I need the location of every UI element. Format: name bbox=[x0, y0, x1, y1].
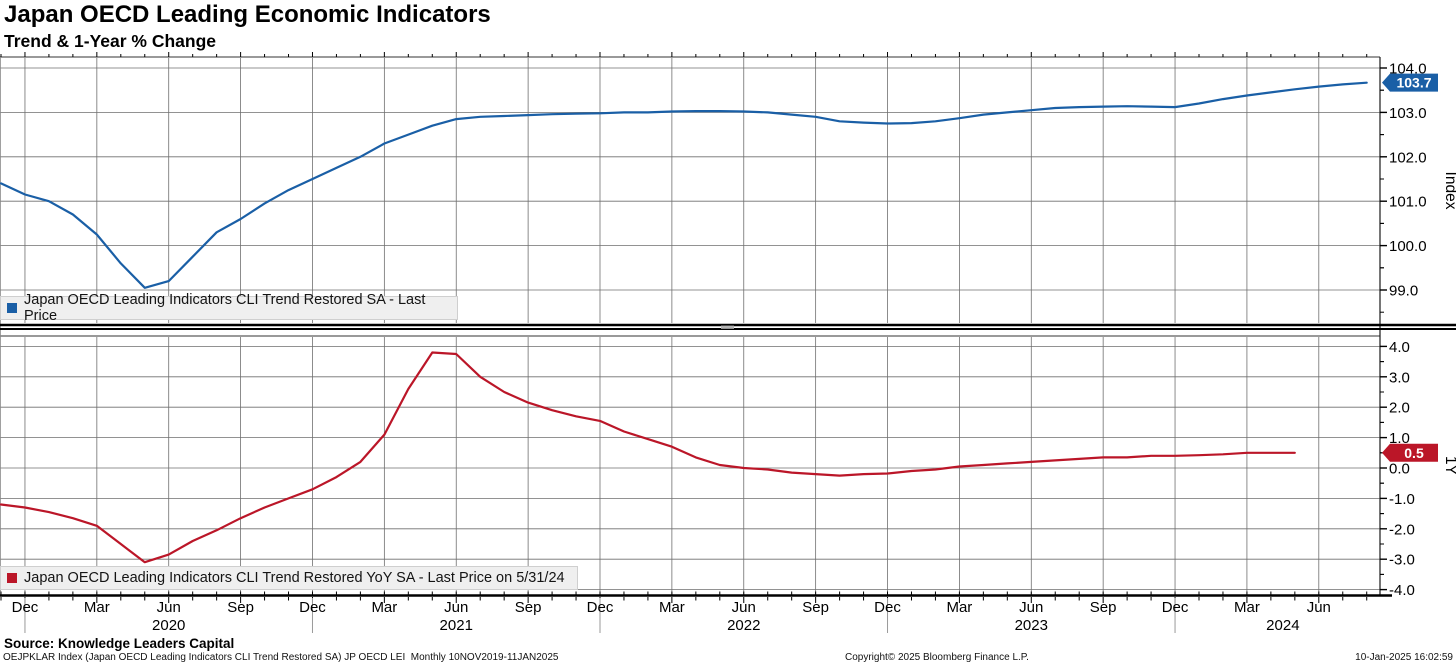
svg-text:Jun: Jun bbox=[1307, 599, 1331, 616]
trend-series-line bbox=[0, 81, 1368, 289]
svg-text:-1.0: -1.0 bbox=[1389, 491, 1415, 508]
svg-text:Jun: Jun bbox=[732, 599, 756, 616]
svg-text:2020: 2020 bbox=[152, 617, 185, 634]
svg-text:Sep: Sep bbox=[515, 599, 542, 616]
svg-text:2023: 2023 bbox=[1015, 617, 1048, 634]
page-subtitle: Trend & 1-Year % Change bbox=[4, 31, 217, 51]
svg-text:4.0: 4.0 bbox=[1389, 339, 1410, 356]
legend-trend: Japan OECD Leading Indicators CLI Trend … bbox=[0, 292, 458, 324]
yoy-series-line bbox=[0, 351, 1296, 564]
svg-text:1Y: 1Y bbox=[1442, 456, 1456, 475]
svg-text:-3.0: -3.0 bbox=[1389, 552, 1415, 569]
svg-text:Dec: Dec bbox=[12, 599, 39, 616]
svg-text:Mar: Mar bbox=[946, 599, 972, 616]
svg-text:Dec: Dec bbox=[587, 599, 614, 616]
svg-text:Index: Index bbox=[1442, 172, 1456, 210]
svg-text:Jun: Jun bbox=[444, 599, 468, 616]
trend-series-marker-icon bbox=[7, 303, 17, 313]
yoy-last-price-badge: 0.5 bbox=[1382, 443, 1438, 462]
page-title: Japan OECD Leading Economic Indicators bbox=[4, 1, 491, 28]
svg-text:101.0: 101.0 bbox=[1389, 194, 1427, 211]
svg-text:Dec: Dec bbox=[1162, 599, 1189, 616]
series: 103.7 0.5 bbox=[0, 73, 1438, 564]
axes bbox=[0, 52, 1456, 633]
panel-divider-grip[interactable] bbox=[721, 325, 734, 329]
svg-text:2021: 2021 bbox=[440, 617, 473, 634]
source-note: Source: Knowledge Leaders Capital bbox=[4, 636, 235, 651]
svg-text:0.0: 0.0 bbox=[1389, 461, 1410, 478]
svg-text:2022: 2022 bbox=[727, 617, 760, 634]
svg-text:Mar: Mar bbox=[371, 599, 397, 616]
svg-text:0.5: 0.5 bbox=[1404, 445, 1424, 461]
svg-text:Sep: Sep bbox=[802, 599, 829, 616]
svg-text:102.0: 102.0 bbox=[1389, 149, 1427, 166]
trend-last-price-badge: 103.7 bbox=[1382, 73, 1438, 92]
svg-text:2024: 2024 bbox=[1266, 617, 1299, 634]
copyright-note: Copyright© 2025 Bloomberg Finance L.P. bbox=[845, 652, 1029, 663]
yoy-series-marker-icon bbox=[7, 573, 17, 583]
gridlines bbox=[0, 58, 1380, 594]
svg-text:103.0: 103.0 bbox=[1389, 105, 1427, 122]
svg-text:103.7: 103.7 bbox=[1396, 75, 1431, 91]
svg-text:Mar: Mar bbox=[659, 599, 685, 616]
svg-text:-4.0: -4.0 bbox=[1389, 582, 1415, 599]
legend-trend-label: Japan OECD Leading Indicators CLI Trend … bbox=[24, 292, 426, 324]
svg-text:100.0: 100.0 bbox=[1389, 238, 1427, 255]
svg-text:Jun: Jun bbox=[157, 599, 181, 616]
svg-text:99.0: 99.0 bbox=[1389, 283, 1418, 300]
svg-text:3.0: 3.0 bbox=[1389, 369, 1410, 386]
svg-text:Dec: Dec bbox=[299, 599, 326, 616]
svg-text:Dec: Dec bbox=[874, 599, 901, 616]
svg-text:Mar: Mar bbox=[84, 599, 110, 616]
svg-text:1.0: 1.0 bbox=[1389, 430, 1410, 447]
legend-yoy-label: Japan OECD Leading Indicators CLI Trend … bbox=[24, 570, 565, 586]
svg-text:Sep: Sep bbox=[1090, 599, 1117, 616]
ticker-footnote: OEJPKLAR Index (Japan OECD Leading Indic… bbox=[3, 652, 559, 663]
svg-text:Jun: Jun bbox=[1019, 599, 1043, 616]
svg-text:Sep: Sep bbox=[227, 599, 254, 616]
svg-text:Mar: Mar bbox=[1234, 599, 1260, 616]
svg-text:-2.0: -2.0 bbox=[1389, 521, 1415, 538]
timestamp: 10-Jan-2025 16:02:59 bbox=[1355, 652, 1453, 663]
legend-yoy: Japan OECD Leading Indicators CLI Trend … bbox=[0, 566, 578, 590]
svg-text:104.0: 104.0 bbox=[1389, 61, 1427, 78]
axis-labels: Dec Mar Jun Sep Dec Mar Jun Sep Dec Mar Jun Sep Dec M… bbox=[12, 61, 1456, 635]
svg-text:2.0: 2.0 bbox=[1389, 400, 1410, 417]
